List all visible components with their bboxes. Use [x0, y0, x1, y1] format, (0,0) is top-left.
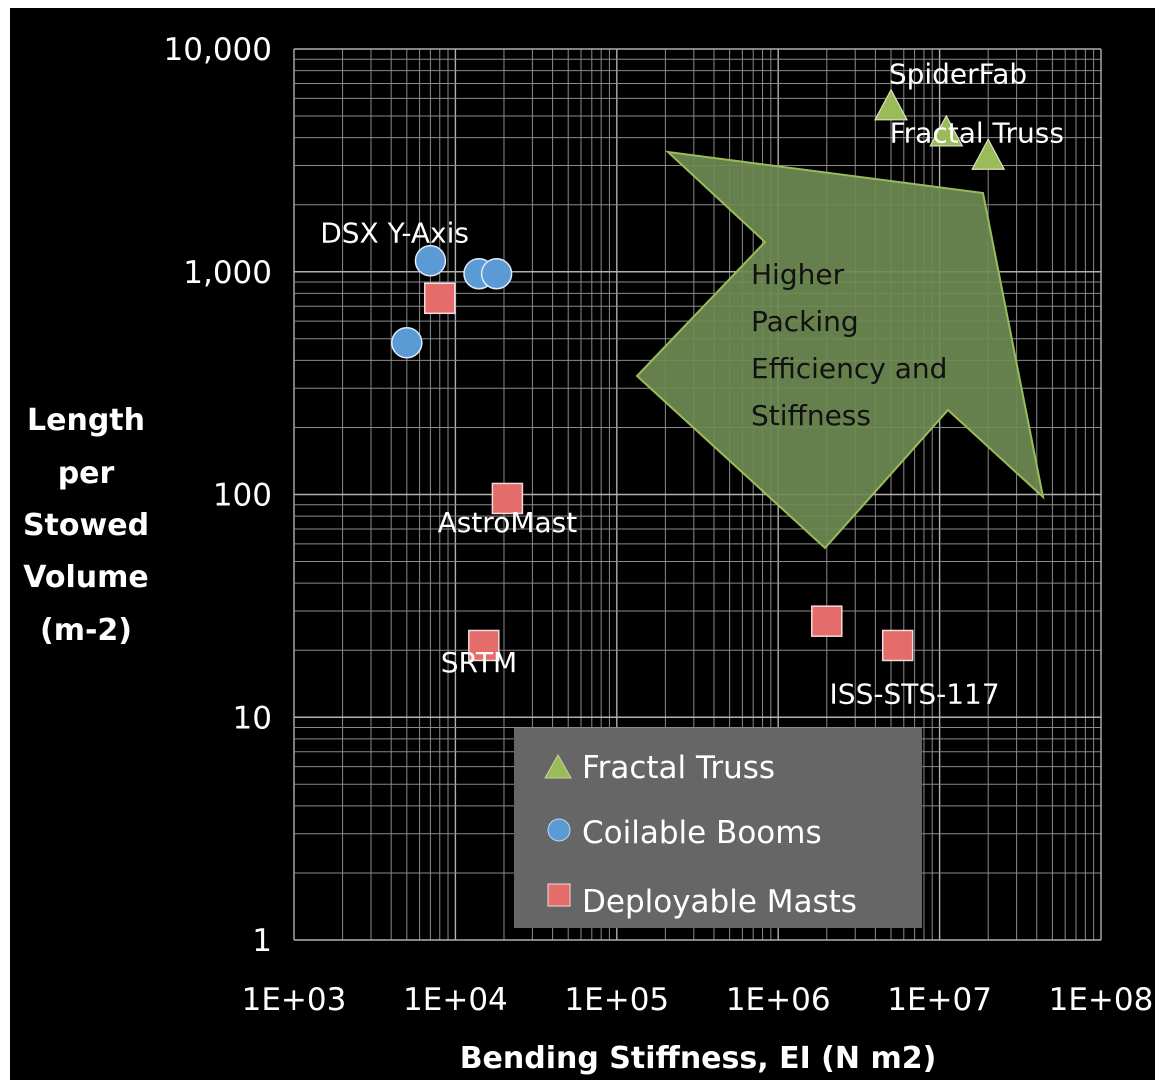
y-tick-label: 1,000	[183, 255, 272, 291]
point-annotation: AstroMast	[438, 506, 578, 539]
deployable-mast-point	[424, 282, 456, 315]
arrow-shape	[635, 150, 1045, 550]
fractal-truss-point	[971, 137, 1006, 170]
deployable-mast-point	[881, 629, 914, 662]
x-tick-label: 1E+08	[1049, 982, 1154, 1018]
point-annotation: Fractal Truss	[890, 117, 1064, 150]
x-tick-label: 1E+05	[564, 982, 669, 1018]
point-annotation: SRTM	[441, 646, 517, 679]
coilable-boom-point	[391, 327, 423, 359]
y-tick-label: 1	[252, 923, 272, 959]
y-axis-label-line: Volume	[23, 560, 148, 595]
data-points	[391, 88, 1006, 662]
legend-circle-icon	[547, 818, 571, 842]
tick-labels: 1E+03 1E+04 1E+05 1E+06 1E+07 1E+08 10,000 1,00…	[164, 32, 1154, 1018]
point-annotation: DSX Y-Axis	[320, 217, 469, 250]
legend-square-icon	[547, 883, 571, 907]
legend: Fractal Truss Coilable Booms Deployable …	[514, 728, 922, 928]
legend-entry-coilable-booms: Coilable Booms	[582, 815, 822, 851]
x-tick-label: 1E+03	[242, 982, 347, 1018]
point-annotation: SpiderFab	[889, 58, 1027, 91]
y-tick-label: 100	[213, 478, 272, 514]
arrow-label-line: Higher	[751, 258, 845, 291]
direction-arrow: Higher Packing Efficiency and Stiffness	[635, 150, 1045, 550]
x-tick-label: 1E+06	[726, 982, 831, 1018]
y-tick-label: 10	[233, 700, 272, 736]
fractal-truss-point	[929, 114, 964, 147]
y-axis-label-line: per	[58, 456, 115, 491]
legend-entry-fractal-truss: Fractal Truss	[582, 750, 775, 786]
fractal-truss-point	[874, 88, 909, 121]
legend-entry-deployable-masts: Deployable Masts	[582, 884, 857, 920]
legend-triangle-icon	[544, 753, 572, 779]
x-axis-label: Bending Stiffness, EI (N m2)	[460, 1041, 937, 1076]
y-axis-label-line: Stowed	[23, 508, 149, 543]
coilable-boom-point	[480, 257, 513, 290]
y-axis-label: Length per Stowed Volume (m-2)	[23, 403, 149, 648]
point-annotation: ISS-STS-117	[830, 678, 1000, 711]
point-annotations: SpiderFab Fractal Truss DSX Y-Axis AstroMas…	[320, 58, 1064, 711]
coilable-boom-point	[414, 245, 447, 277]
arrow-label-line: Packing	[751, 305, 859, 338]
deployable-mast-point	[468, 629, 500, 662]
y-tick-label: 10,000	[164, 32, 272, 68]
y-axis-label-line: Length	[27, 403, 145, 438]
y-axis-label-line: (m-2)	[40, 613, 132, 648]
legend-box	[514, 728, 922, 928]
x-tick-label: 1E+04	[403, 982, 508, 1018]
arrow-label-line: Efficiency and	[751, 352, 947, 385]
deployable-mast-point	[491, 482, 524, 515]
x-tick-label: 1E+07	[887, 982, 992, 1018]
arrow-label-line: Stiffness	[751, 399, 871, 432]
deployable-mast-point	[811, 605, 843, 637]
